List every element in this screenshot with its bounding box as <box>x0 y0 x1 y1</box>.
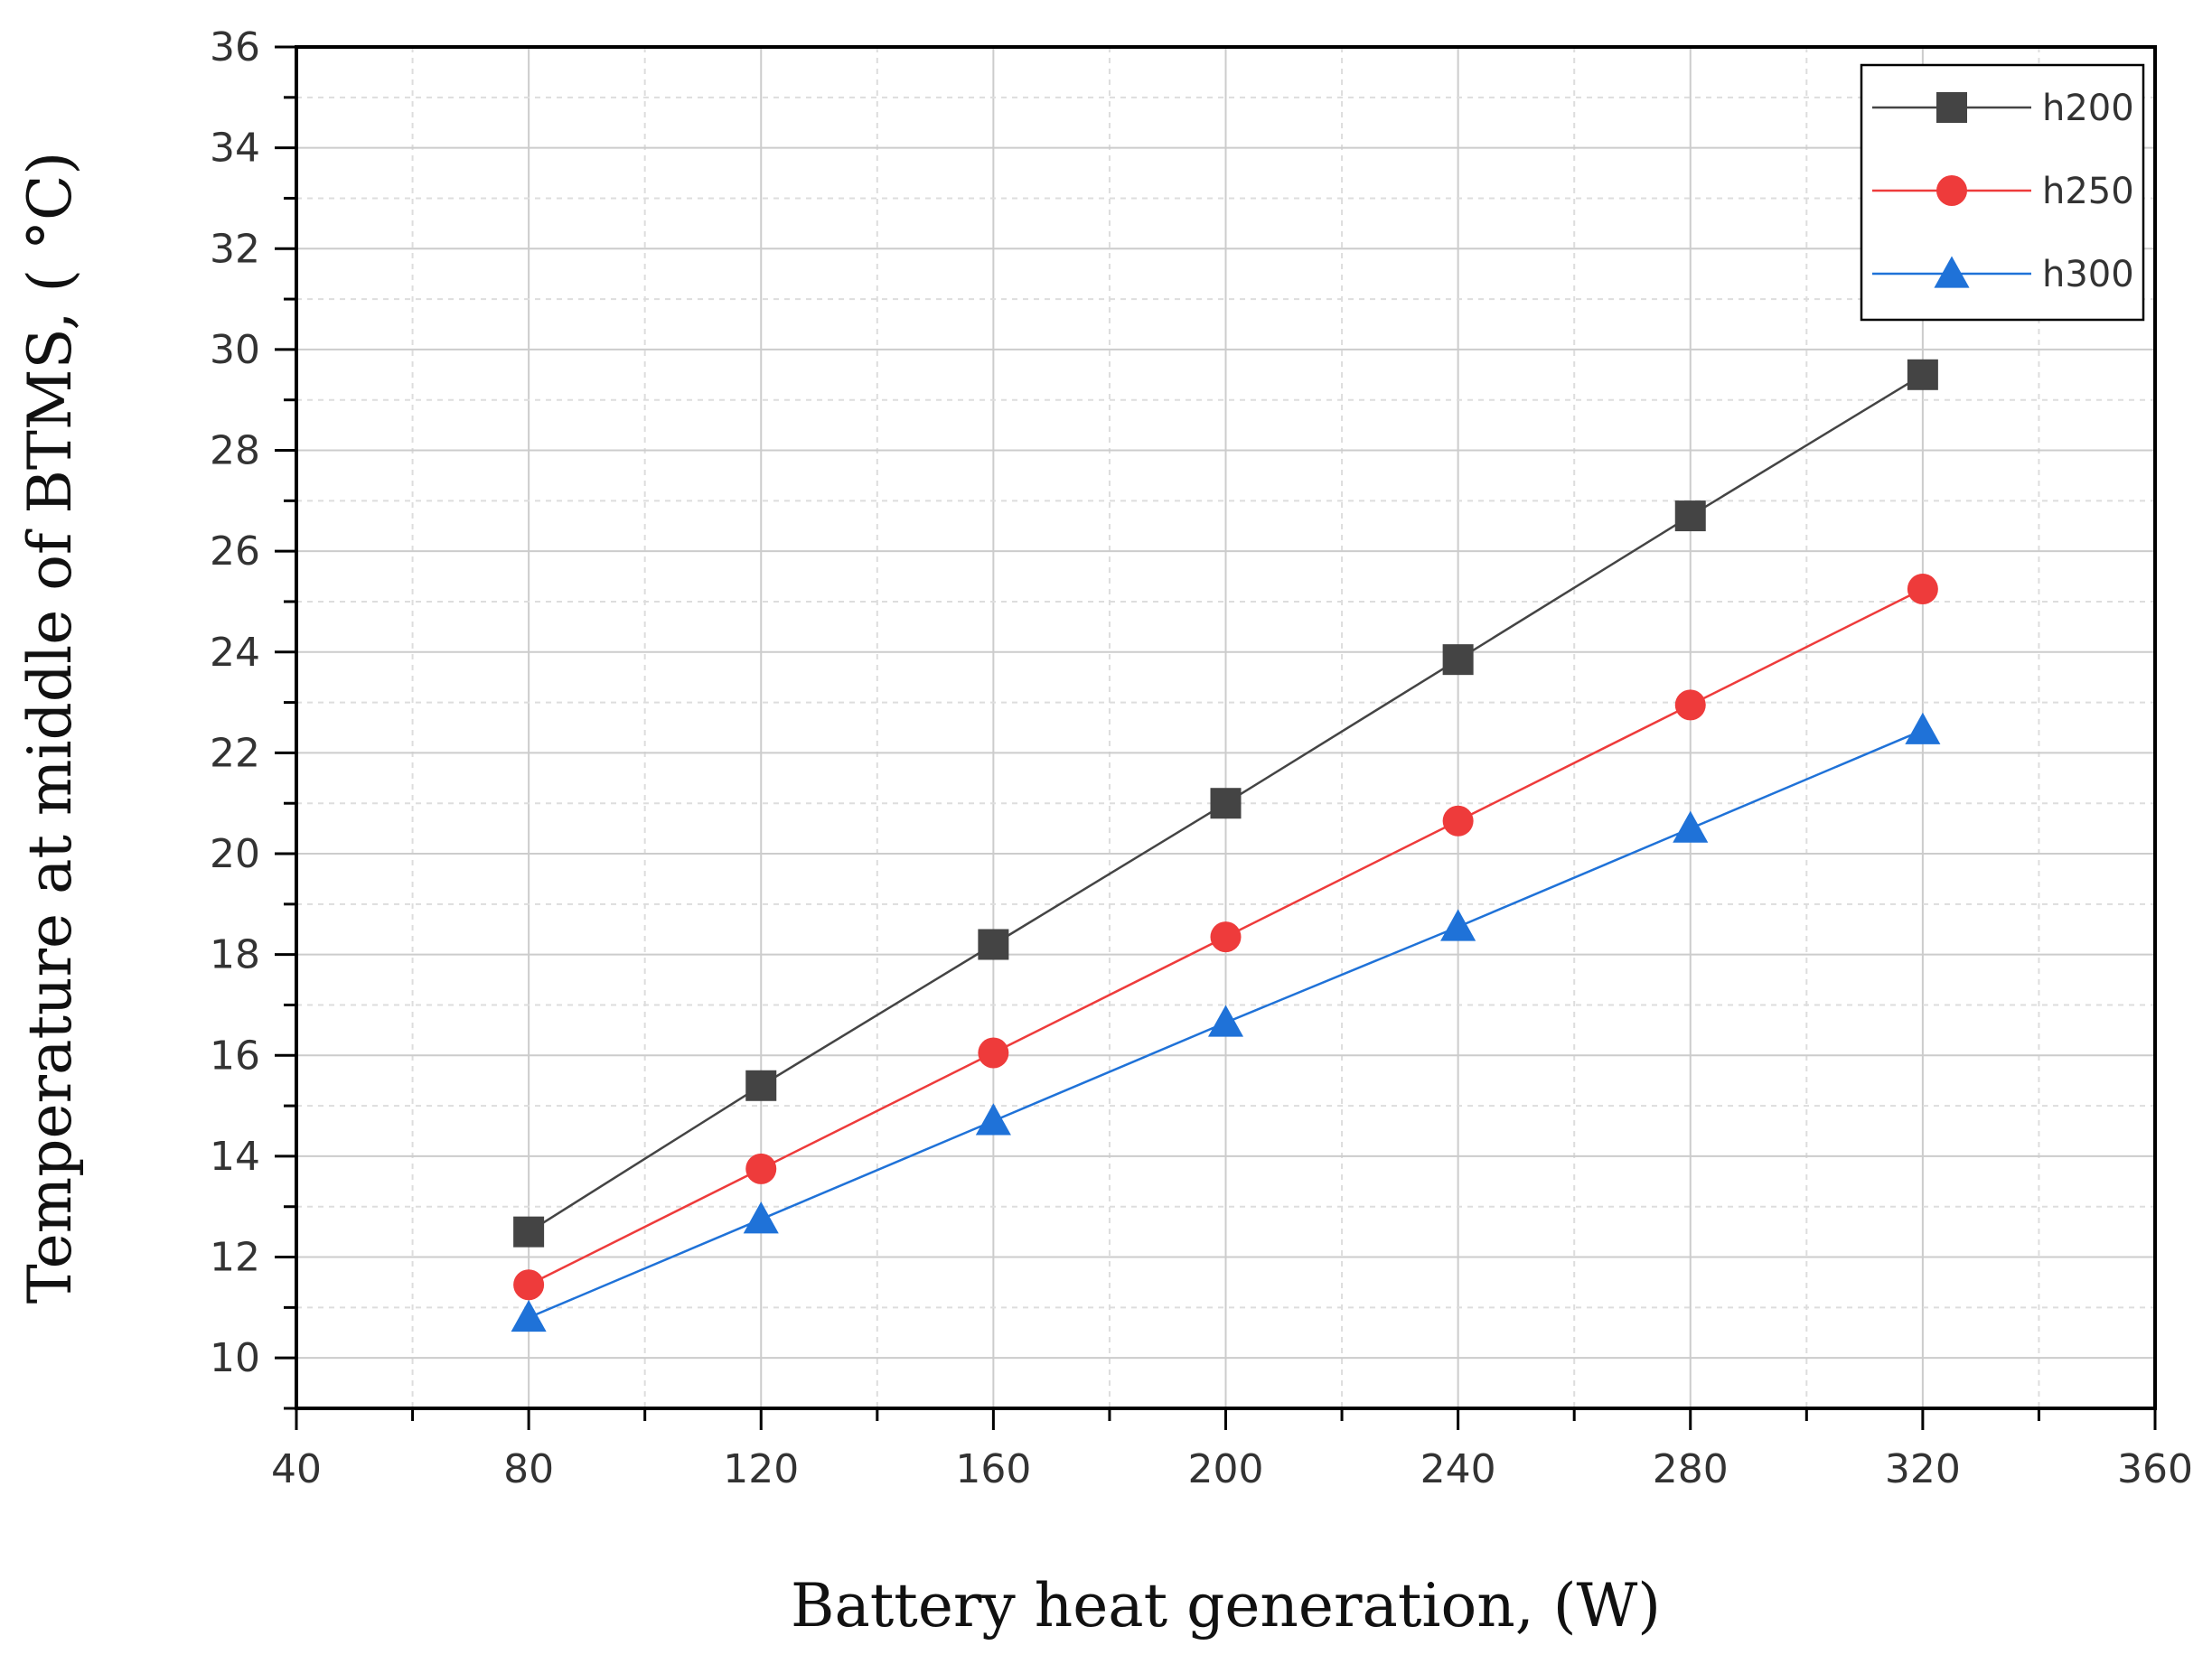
data-point-h200 <box>745 1070 777 1101</box>
data-point-h300 <box>1207 1005 1244 1037</box>
y-tick-label: 26 <box>210 528 260 575</box>
y-tick-label: 24 <box>210 630 260 676</box>
x-tick-label: 360 <box>2117 1446 2193 1492</box>
x-tick-label: 80 <box>503 1446 554 1492</box>
grid <box>296 47 2155 1408</box>
series-h200 <box>513 359 1938 1248</box>
legend-marker-h200 <box>1936 92 1967 123</box>
y-tick-label: 22 <box>210 730 260 776</box>
y-tick-label: 20 <box>210 831 260 877</box>
y-tick-label: 14 <box>210 1134 260 1180</box>
legend-label-h200: h200 <box>2042 88 2134 129</box>
y-tick-label: 36 <box>210 24 260 70</box>
data-point-h300 <box>975 1103 1011 1136</box>
y-tick-label: 34 <box>210 126 260 172</box>
x-tick-label: 40 <box>271 1446 322 1492</box>
data-point-h250 <box>1442 805 1474 837</box>
data-point-h300 <box>1440 909 1476 941</box>
x-tick-label: 320 <box>1885 1446 1961 1492</box>
x-tick-label: 200 <box>1188 1446 1264 1492</box>
data-point-h250 <box>745 1153 777 1184</box>
legend: h200 h250 h300 <box>1860 63 2145 322</box>
data-point-h250 <box>978 1037 1009 1069</box>
data-point-h250 <box>1907 574 1938 605</box>
data-point-h250 <box>1210 921 1242 953</box>
data-point-h250 <box>513 1269 545 1301</box>
data-point-h200 <box>1674 500 1706 532</box>
data-point-h300 <box>511 1299 547 1332</box>
data-point-h200 <box>1442 644 1474 676</box>
y-tick-label: 18 <box>210 932 260 978</box>
y-axis-title: Temperature at middle of BTMS, ( °C) <box>15 152 85 1304</box>
y-tick-label: 28 <box>210 428 260 474</box>
data-point-h300 <box>1905 712 1941 744</box>
data-point-h250 <box>1674 689 1706 721</box>
series-layer <box>511 359 1941 1332</box>
legend-label-h250: h250 <box>2042 171 2134 212</box>
y-tick-label: 32 <box>210 226 260 272</box>
y-tick-label: 10 <box>210 1335 260 1381</box>
legend-label-h300: h300 <box>2042 254 2134 295</box>
y-tick-label: 16 <box>210 1033 260 1079</box>
legend-marker-h300 <box>1934 256 1970 288</box>
x-tick-label: 240 <box>1420 1446 1496 1492</box>
data-point-h200 <box>1210 788 1242 819</box>
data-point-h200 <box>1907 359 1938 390</box>
x-tick-label: 120 <box>723 1446 799 1492</box>
series-h250 <box>513 574 1938 1301</box>
series-h300 <box>511 712 1941 1332</box>
axis-ticks: 40 80 120 160 200 240 280 320 360 10 12 14 16 18 20 22 2… <box>210 24 2193 1492</box>
data-point-h300 <box>1673 810 1709 843</box>
data-point-h300 <box>743 1201 779 1234</box>
data-point-h200 <box>513 1216 545 1248</box>
x-tick-label: 160 <box>955 1446 1031 1492</box>
x-tick-label: 280 <box>1653 1446 1729 1492</box>
y-tick-label: 12 <box>210 1235 260 1281</box>
x-axis-title: Battery heat generation, (W) <box>791 1571 1661 1641</box>
data-point-h200 <box>978 929 1009 960</box>
legend-marker-h250 <box>1936 175 1967 206</box>
y-tick-label: 30 <box>210 327 260 373</box>
